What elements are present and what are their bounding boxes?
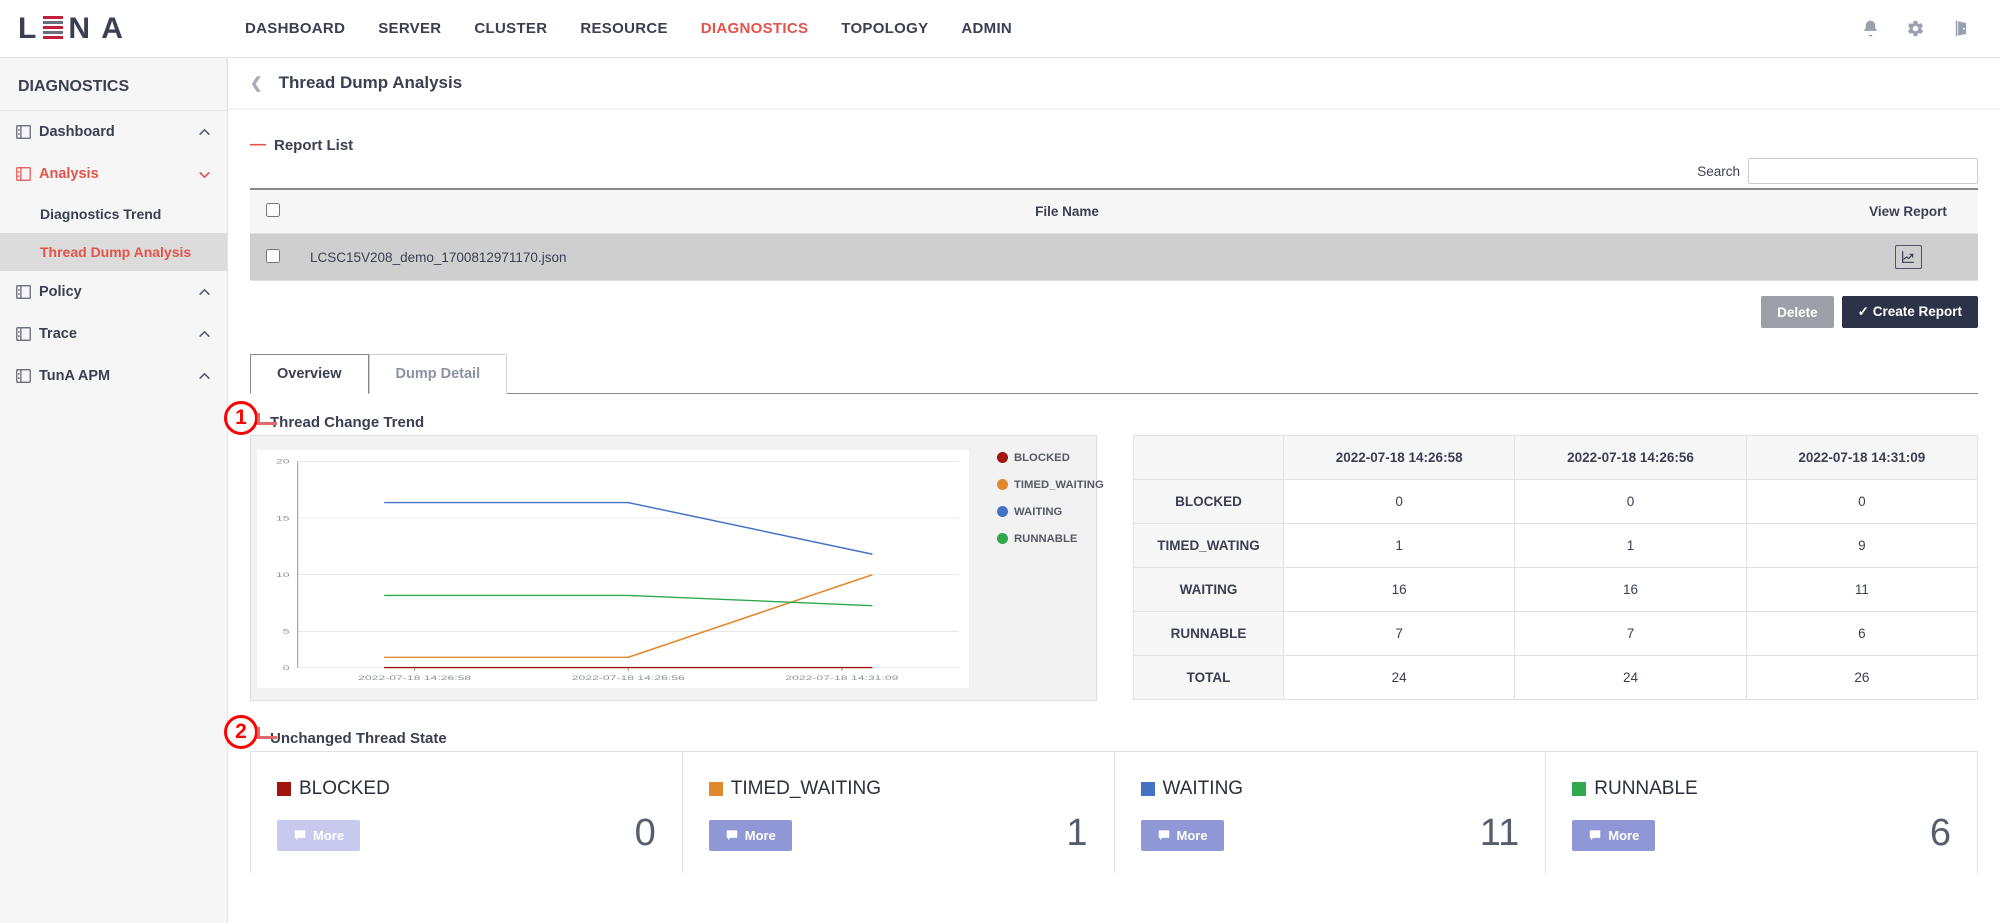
svg-text:20: 20 (276, 458, 290, 466)
svg-text:2022-07-18 14:26:58: 2022-07-18 14:26:58 (358, 674, 472, 682)
svg-text:0: 0 (283, 664, 290, 672)
svg-text:15: 15 (276, 514, 290, 522)
svg-text:2022-07-18 14:31:09: 2022-07-18 14:31:09 (785, 674, 899, 682)
svg-text:10: 10 (276, 571, 290, 579)
svg-text:2022-07-18 14:26:56: 2022-07-18 14:26:56 (572, 674, 686, 682)
svg-text:5: 5 (283, 628, 290, 636)
